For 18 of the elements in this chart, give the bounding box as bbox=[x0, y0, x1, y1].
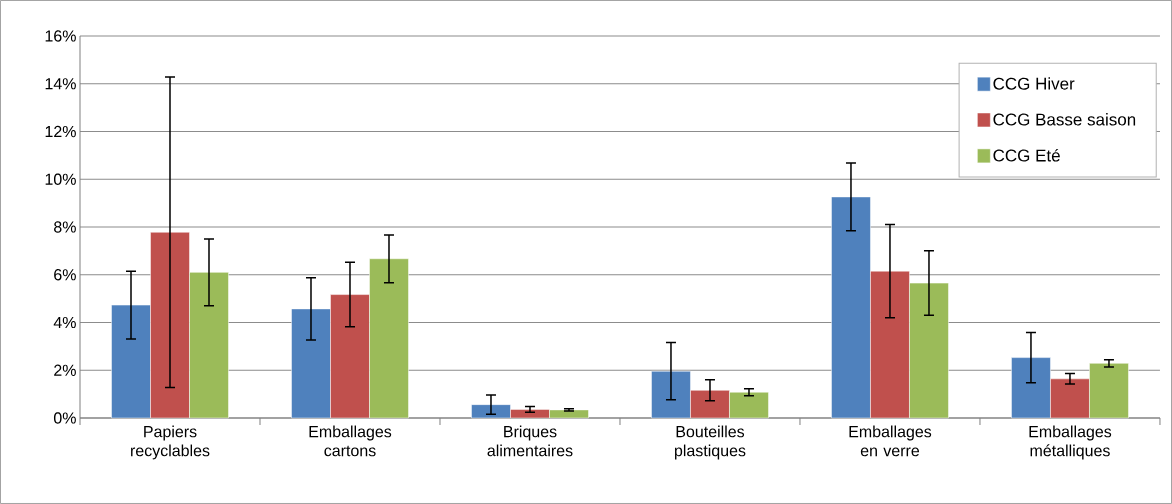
y-tick-label: 2% bbox=[54, 364, 76, 376]
legend-label: CCG Basse saison bbox=[993, 113, 1136, 126]
x-tick-label: Emballages en verre bbox=[849, 425, 932, 457]
x-tick-label: Papiers recyclables bbox=[131, 425, 210, 460]
y-tick-label: 14% bbox=[45, 78, 76, 90]
x-tick-label: Briques alimentaires bbox=[487, 425, 573, 457]
legend-label: CCG Eté bbox=[993, 148, 1060, 162]
x-tick-label: Emballages cartons bbox=[309, 425, 392, 457]
y-tick-label: 12% bbox=[45, 125, 76, 138]
y-tick-label: 6% bbox=[54, 269, 76, 281]
y-tick-label: 8% bbox=[54, 221, 76, 233]
legend-label: CCG Hiver bbox=[993, 77, 1075, 90]
y-tick-label: 16% bbox=[45, 30, 76, 42]
y-tick-label: 0% bbox=[53, 412, 76, 424]
x-tick-label: Emballages métalliques bbox=[1029, 425, 1112, 460]
y-tick-label: 4% bbox=[53, 316, 76, 329]
y-tick-label: 10% bbox=[45, 173, 76, 185]
x-tick-label: Bouteilles plastiques bbox=[674, 425, 746, 460]
